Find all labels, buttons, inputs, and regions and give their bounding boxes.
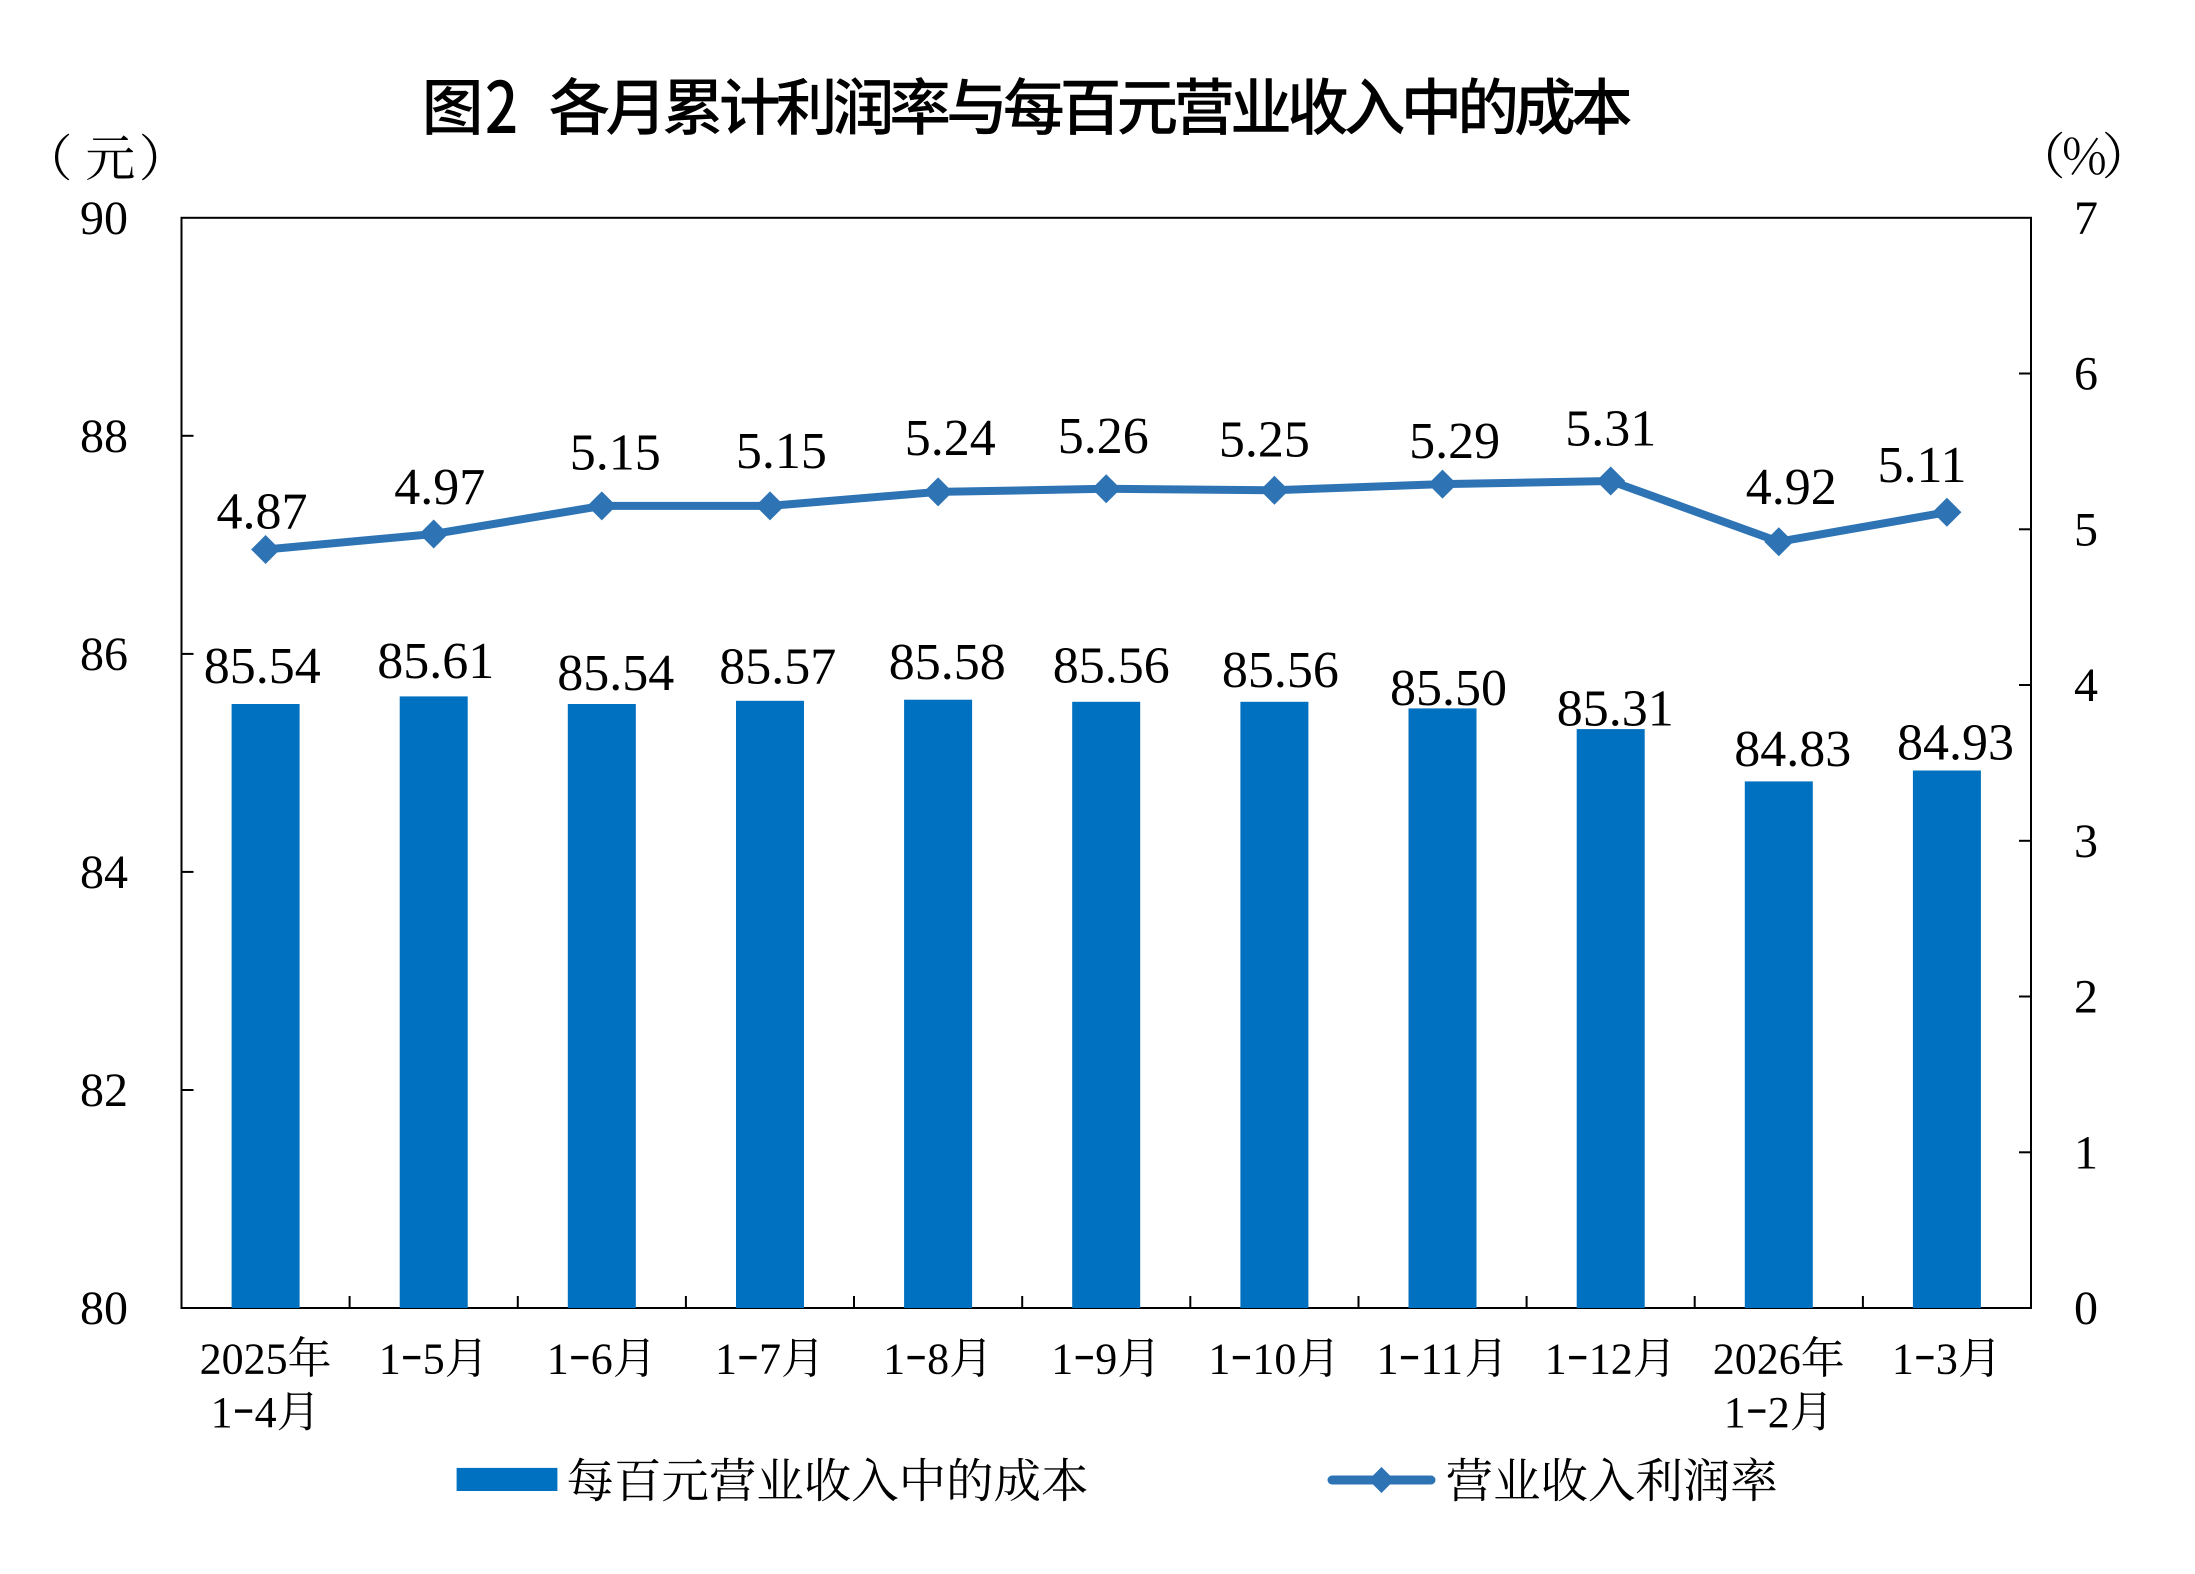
svg-text:85.56: 85.56 (1053, 638, 1170, 695)
svg-text:9: 9 (1095, 1335, 1117, 1384)
svg-text:3: 3 (1936, 1335, 1958, 1384)
svg-text:4: 4 (255, 1388, 277, 1437)
svg-text:5.15: 5.15 (570, 425, 661, 482)
svg-text:82: 82 (80, 1064, 128, 1117)
svg-text:84: 84 (80, 846, 128, 899)
svg-text:85.58: 85.58 (889, 634, 1006, 691)
svg-text:11: 11 (1421, 1335, 1463, 1384)
svg-text:8: 8 (927, 1335, 949, 1384)
svg-text:0: 0 (2074, 1282, 2098, 1335)
svg-text:1: 1 (1724, 1388, 1746, 1437)
svg-text:4: 4 (2074, 659, 2098, 712)
svg-text:2026: 2026 (1713, 1335, 1801, 1384)
svg-text:1: 1 (1208, 1335, 1230, 1384)
svg-text:85.56: 85.56 (1222, 642, 1339, 699)
svg-text:1: 1 (211, 1388, 233, 1437)
svg-text:85.31: 85.31 (1557, 681, 1674, 738)
svg-text:85.61: 85.61 (377, 633, 494, 690)
svg-text:1: 1 (883, 1335, 905, 1384)
svg-text:5.15: 5.15 (736, 423, 827, 480)
svg-text:4.97: 4.97 (394, 459, 485, 516)
svg-text:85.54: 85.54 (557, 645, 674, 702)
svg-text:84.83: 84.83 (1734, 721, 1851, 778)
svg-text:12: 12 (1589, 1335, 1633, 1384)
svg-text:1: 1 (547, 1335, 569, 1384)
svg-text:3: 3 (2074, 815, 2098, 868)
svg-text:1: 1 (1545, 1335, 1567, 1384)
svg-text:1: 1 (1051, 1335, 1073, 1384)
svg-text:85.57: 85.57 (719, 639, 836, 696)
svg-text:1: 1 (1377, 1335, 1399, 1384)
svg-text:1: 1 (1892, 1335, 1914, 1384)
svg-text:84.93: 84.93 (1897, 714, 2014, 771)
svg-text:5.24: 5.24 (905, 410, 996, 467)
svg-text:5.29: 5.29 (1409, 413, 1500, 470)
svg-text:88: 88 (80, 410, 128, 463)
svg-text:1: 1 (379, 1335, 401, 1384)
svg-text:6: 6 (591, 1335, 613, 1384)
svg-text:1: 1 (715, 1335, 737, 1384)
svg-text:2025: 2025 (200, 1335, 288, 1384)
svg-text:7: 7 (2074, 192, 2098, 245)
svg-text:5.26: 5.26 (1058, 408, 1149, 465)
svg-text:2: 2 (1768, 1388, 1790, 1437)
svg-text:4.92: 4.92 (1746, 459, 1837, 516)
svg-text:5: 5 (423, 1335, 445, 1384)
svg-text:2: 2 (2074, 971, 2098, 1024)
svg-text:10: 10 (1252, 1335, 1296, 1384)
svg-text:5.25: 5.25 (1219, 412, 1310, 469)
svg-text:7: 7 (759, 1335, 781, 1384)
svg-text:80: 80 (80, 1282, 128, 1335)
svg-text:86: 86 (80, 628, 128, 681)
svg-text:90: 90 (80, 192, 128, 245)
svg-text:85.50: 85.50 (1390, 660, 1507, 717)
svg-text:1: 1 (2074, 1127, 2098, 1180)
svg-text:5: 5 (2074, 504, 2098, 557)
svg-text:6: 6 (2074, 348, 2098, 401)
svg-text:85.54: 85.54 (204, 638, 321, 695)
svg-text:5.31: 5.31 (1565, 401, 1656, 458)
svg-text:4.87: 4.87 (217, 484, 308, 541)
svg-text:5.11: 5.11 (1877, 437, 1966, 494)
